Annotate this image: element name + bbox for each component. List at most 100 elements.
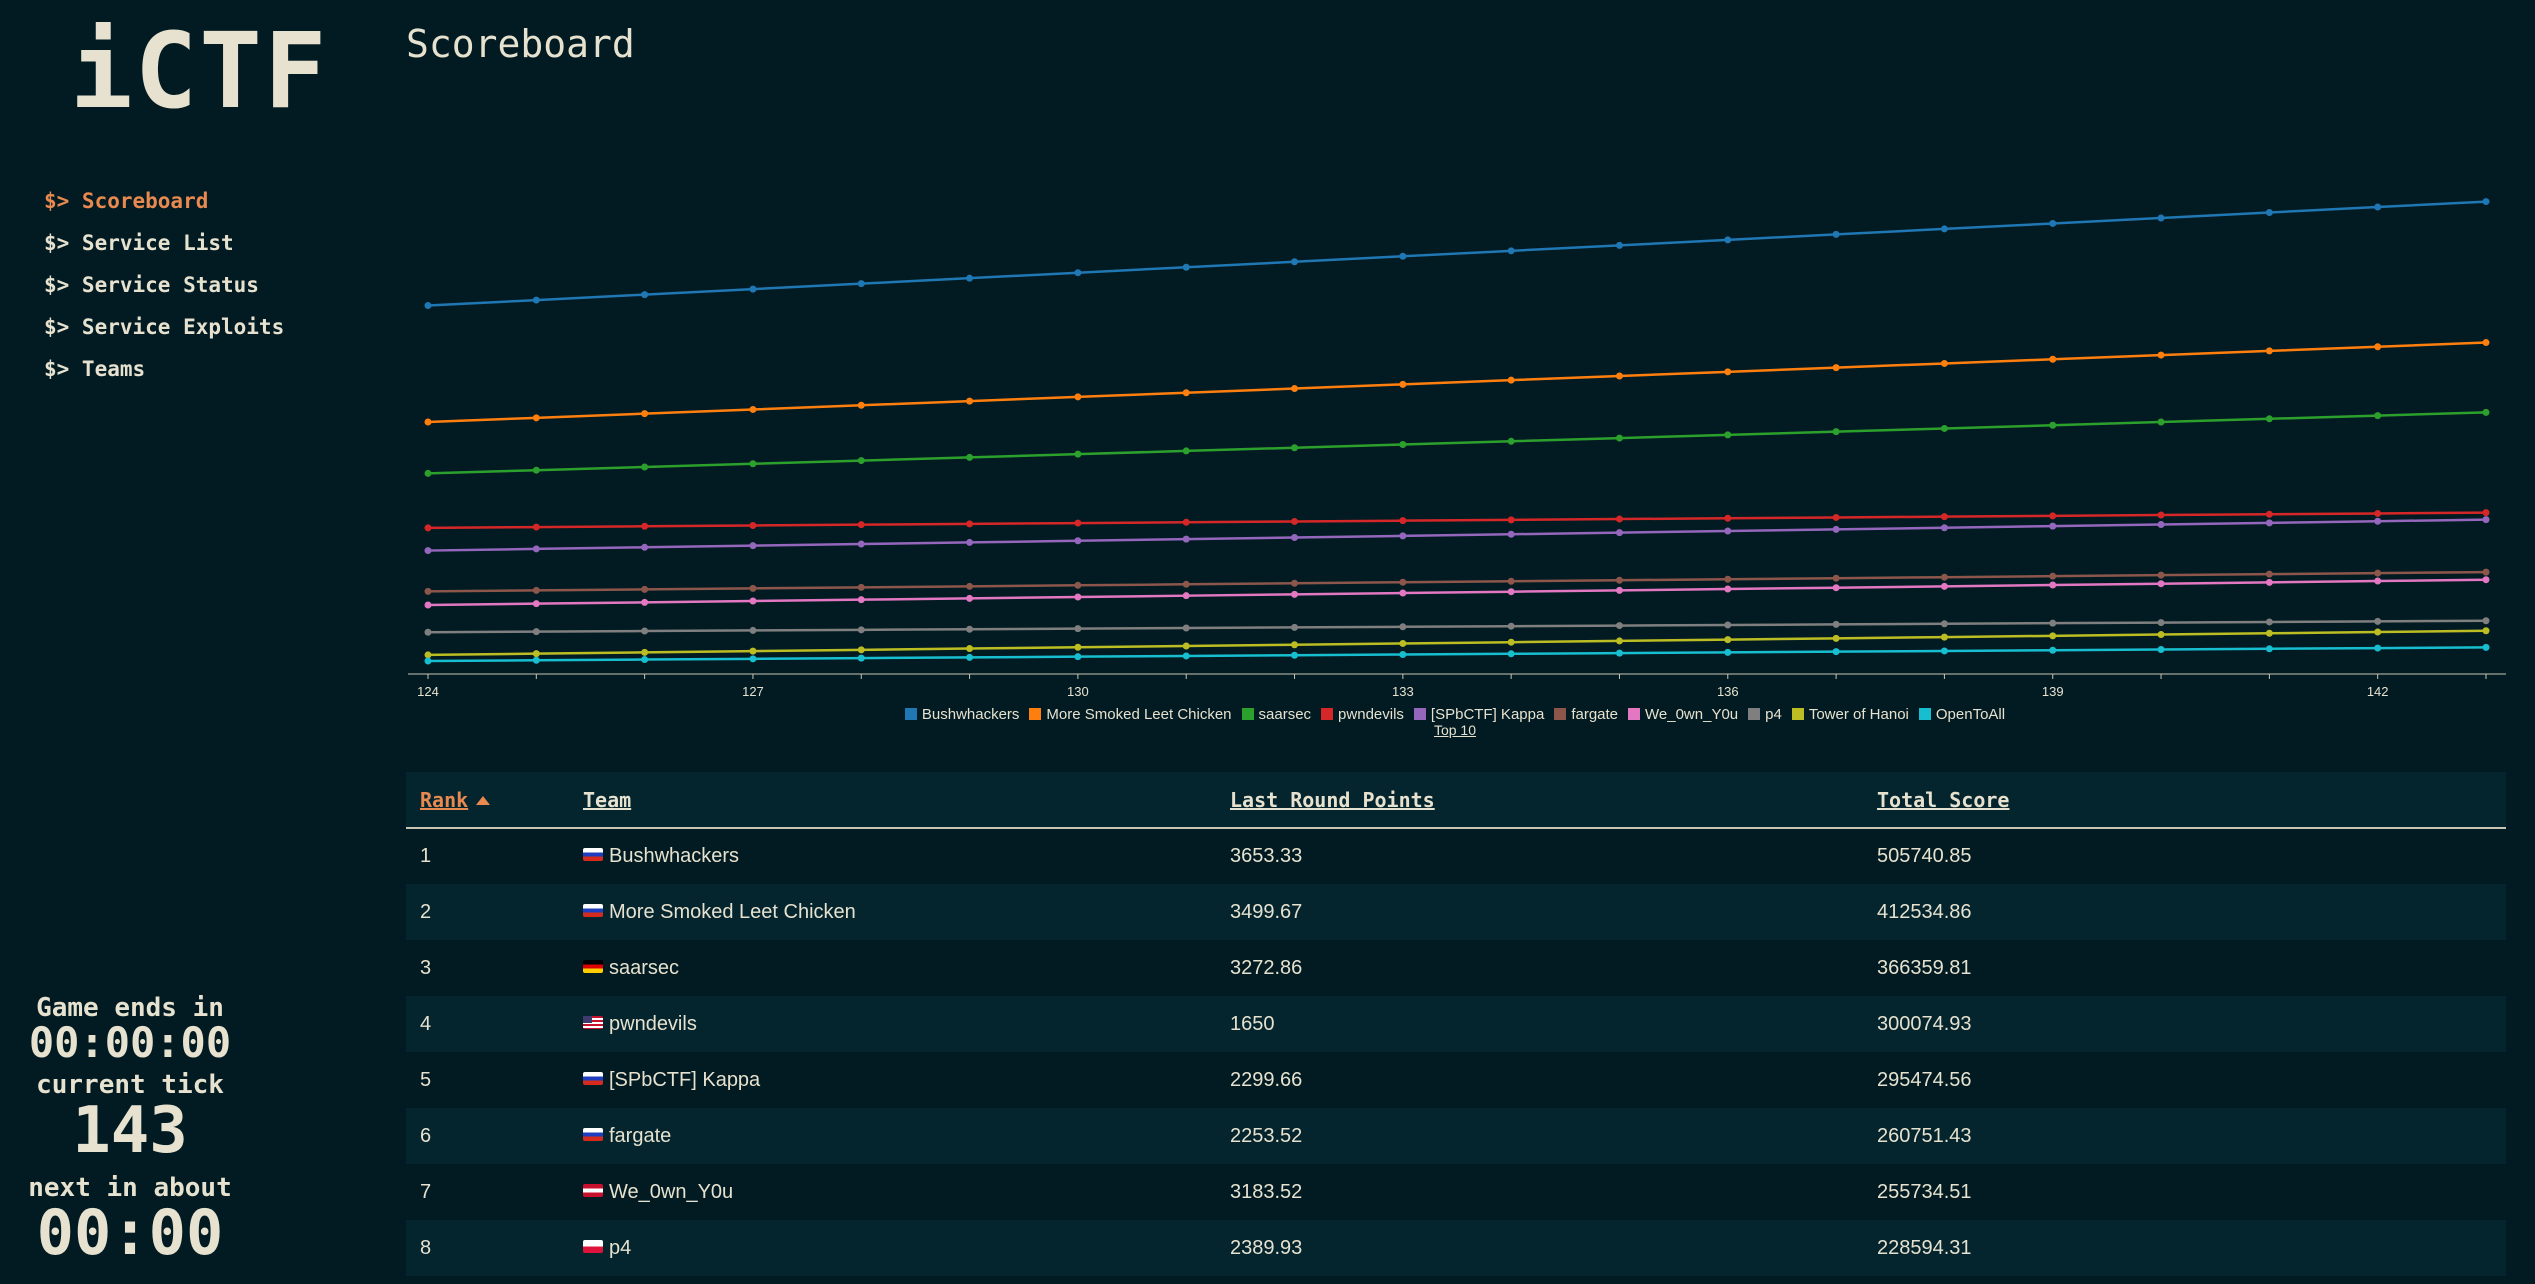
data-point[interactable]	[1074, 581, 1082, 589]
legend-item[interactable]: More Smoked Leet Chicken	[1029, 706, 1232, 723]
data-point[interactable]	[1399, 517, 1407, 525]
data-point[interactable]	[1399, 589, 1407, 597]
team-column-header[interactable]: Team	[583, 787, 632, 812]
data-point[interactable]	[1291, 651, 1299, 659]
legend-item[interactable]: [SPbCTF] Kappa	[1413, 706, 1544, 723]
legend-item[interactable]: p4	[1748, 706, 1782, 723]
data-point[interactable]	[1399, 623, 1407, 631]
data-point[interactable]	[1399, 252, 1407, 260]
data-point[interactable]	[2374, 628, 2382, 636]
data-point[interactable]	[1074, 653, 1082, 661]
nav-item-service-status[interactable]: $> Service Status	[44, 273, 259, 297]
data-point[interactable]	[1507, 622, 1515, 630]
data-point[interactable]	[966, 582, 974, 590]
data-point[interactable]	[2374, 577, 2382, 585]
data-point[interactable]	[749, 460, 757, 468]
data-point[interactable]	[2049, 572, 2057, 580]
rank-column-header[interactable]: Rank	[406, 772, 569, 828]
data-point[interactable]	[2157, 418, 2165, 426]
data-point[interactable]	[424, 418, 432, 426]
data-point[interactable]	[641, 522, 649, 530]
data-point[interactable]	[1832, 364, 1840, 372]
data-point[interactable]	[2482, 627, 2490, 635]
data-point[interactable]	[1724, 431, 1732, 439]
data-point[interactable]	[2374, 517, 2382, 525]
data-point[interactable]	[1399, 380, 1407, 388]
data-point[interactable]	[1940, 524, 1948, 532]
data-point[interactable]	[424, 628, 432, 636]
data-point[interactable]	[532, 296, 540, 304]
data-point[interactable]	[2482, 643, 2490, 651]
data-point[interactable]	[1832, 230, 1840, 238]
nav-item-teams[interactable]: $> Teams	[44, 357, 146, 381]
data-point[interactable]	[2482, 339, 2490, 347]
data-point[interactable]	[641, 585, 649, 593]
team-cell[interactable]: We_0wn_Y0u	[569, 1164, 1216, 1220]
logo[interactable]: iCTF	[70, 10, 329, 132]
data-point[interactable]	[2482, 198, 2490, 206]
data-point[interactable]	[1832, 513, 1840, 521]
data-point[interactable]	[1940, 582, 1948, 590]
data-point[interactable]	[1615, 434, 1623, 442]
data-point[interactable]	[2265, 570, 2273, 578]
team-cell[interactable]: pwndevils	[569, 996, 1216, 1052]
data-point[interactable]	[532, 650, 540, 658]
data-point[interactable]	[1940, 225, 1948, 233]
data-point[interactable]	[532, 414, 540, 422]
data-point[interactable]	[1399, 532, 1407, 540]
team-cell[interactable]: More Smoked Leet Chicken	[569, 884, 1216, 940]
legend-item[interactable]: Tower of Hanoi	[1791, 706, 1909, 723]
data-point[interactable]	[1940, 359, 1948, 367]
data-point[interactable]	[749, 285, 757, 293]
data-point[interactable]	[2482, 509, 2490, 517]
data-point[interactable]	[2265, 510, 2273, 518]
data-point[interactable]	[1832, 428, 1840, 436]
data-point[interactable]	[641, 410, 649, 418]
data-point[interactable]	[1724, 636, 1732, 644]
data-point[interactable]	[1399, 639, 1407, 647]
data-point[interactable]	[532, 600, 540, 608]
data-point[interactable]	[532, 523, 540, 531]
data-point[interactable]	[857, 646, 865, 654]
data-point[interactable]	[1615, 622, 1623, 630]
data-point[interactable]	[1724, 585, 1732, 593]
data-point[interactable]	[532, 656, 540, 664]
data-point[interactable]	[1615, 586, 1623, 594]
data-point[interactable]	[749, 655, 757, 663]
data-point[interactable]	[1399, 651, 1407, 659]
data-point[interactable]	[1182, 518, 1190, 526]
data-point[interactable]	[2049, 632, 2057, 640]
data-point[interactable]	[1291, 579, 1299, 587]
data-point[interactable]	[1291, 385, 1299, 393]
data-point[interactable]	[1074, 537, 1082, 545]
data-point[interactable]	[424, 651, 432, 659]
data-point[interactable]	[2049, 646, 2057, 654]
data-point[interactable]	[2265, 347, 2273, 355]
data-point[interactable]	[857, 583, 865, 591]
data-point[interactable]	[1615, 241, 1623, 249]
nav-item-scoreboard[interactable]: $> Scoreboard	[44, 189, 209, 213]
legend-item[interactable]: Bushwhackers	[904, 706, 1019, 723]
data-point[interactable]	[966, 538, 974, 546]
data-point[interactable]	[1291, 641, 1299, 649]
data-point[interactable]	[1940, 620, 1948, 628]
data-point[interactable]	[749, 405, 757, 413]
data-point[interactable]	[857, 596, 865, 604]
data-point[interactable]	[2049, 581, 2057, 589]
data-point[interactable]	[2049, 421, 2057, 429]
data-point[interactable]	[2157, 646, 2165, 654]
data-point[interactable]	[1291, 534, 1299, 542]
data-point[interactable]	[532, 586, 540, 594]
data-point[interactable]	[2049, 219, 2057, 227]
data-point[interactable]	[1074, 269, 1082, 277]
data-point[interactable]	[857, 521, 865, 529]
data-point[interactable]	[966, 594, 974, 602]
data-point[interactable]	[1615, 576, 1623, 584]
data-point[interactable]	[1507, 516, 1515, 524]
data-point[interactable]	[1182, 535, 1190, 543]
data-point[interactable]	[2157, 511, 2165, 519]
data-point[interactable]	[1182, 389, 1190, 397]
data-point[interactable]	[2157, 580, 2165, 588]
data-point[interactable]	[749, 597, 757, 605]
data-point[interactable]	[2265, 618, 2273, 626]
